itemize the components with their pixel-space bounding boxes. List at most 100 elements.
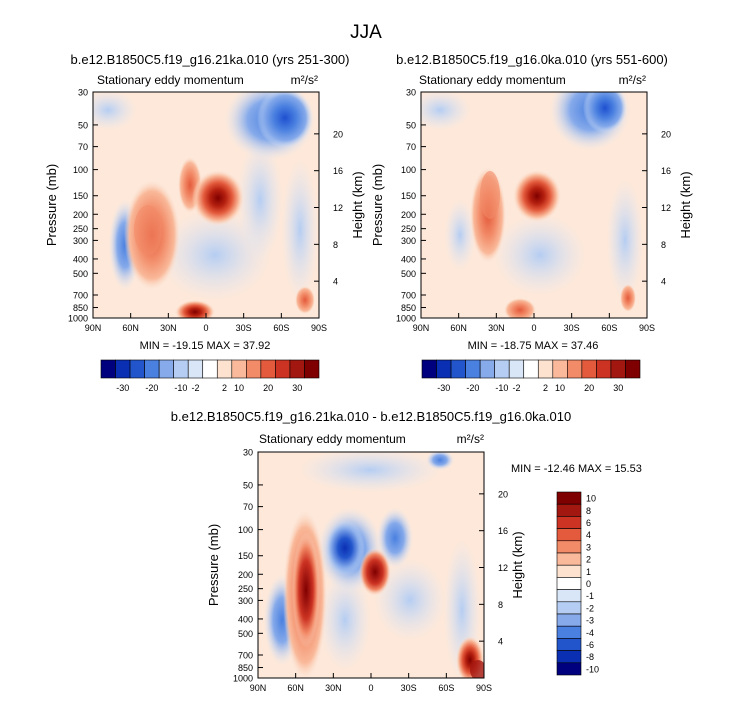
x-tick-label: 60S — [601, 323, 617, 333]
colorbar-swatch — [304, 359, 320, 379]
panel-3-field — [258, 452, 484, 678]
panel-1: b.e12.B1850C5.f19_g16.21ka.010 (yrs 251-… — [44, 52, 365, 352]
colorbar-swatch — [556, 625, 582, 639]
colorbar-swatch — [556, 650, 582, 664]
colorbar-swatch — [260, 359, 276, 379]
y-tick-label: 250 — [73, 224, 88, 234]
panel-2-ylabel: Pressure (mb) — [370, 164, 385, 246]
colorbar-label: -10 — [174, 383, 187, 393]
colorbar-swatch — [556, 540, 582, 554]
y-tick-label: 100 — [73, 165, 88, 175]
colorbar-swatch — [289, 359, 305, 379]
colorbar-swatch — [187, 359, 204, 379]
panel-3-units: m²/s² — [457, 432, 484, 446]
colorbar-swatch — [129, 359, 145, 379]
colorbar-swatch — [231, 359, 247, 379]
colorbar-panel-1: -30 -20 -10 -2 2 10 20 30 — [100, 359, 320, 393]
colorbar-label: 4 — [586, 530, 591, 540]
colorbar-swatch — [494, 359, 510, 379]
colorbar-swatch — [552, 359, 568, 379]
colorbar-swatch — [556, 491, 582, 505]
colorbar-label: -6 — [586, 640, 594, 650]
y-tick-label: 200 — [401, 210, 416, 220]
y-tick-label: 50 — [406, 120, 416, 130]
panel-1-stats: MIN = -19.15 MAX = 37.92 — [140, 340, 271, 352]
panel-3-stats: MIN = -12.46 MAX = 15.53 — [511, 463, 642, 475]
colorbar-swatch — [158, 359, 174, 379]
panel-3-ylabel: Pressure (mb) — [206, 524, 221, 606]
height-tick-label: 8 — [333, 240, 338, 250]
colorbar-swatch — [556, 516, 582, 529]
x-tick-label: 0 — [368, 683, 373, 693]
height-tick-label: 20 — [498, 489, 508, 499]
panel-2-field — [421, 92, 647, 318]
colorbar-label: -2 — [586, 603, 594, 613]
colorbar-swatch — [275, 359, 291, 379]
colorbar-label: -4 — [586, 628, 594, 638]
x-tick-label: 90N — [250, 683, 267, 693]
colorbar-swatch — [216, 359, 233, 379]
y-tick-label: 400 — [238, 614, 253, 624]
panel-3: b.e12.B1850C5.f19_g16.21ka.010 - b.e12.B… — [171, 409, 642, 693]
panel-2: b.e12.B1850C5.f19_g16.0ka.010 (yrs 551-6… — [370, 52, 693, 352]
panel-2-stats: MIN = -18.75 MAX = 37.46 — [468, 340, 599, 352]
x-tick-label: 60N — [287, 683, 304, 693]
y-tick-label: 500 — [401, 269, 416, 279]
colorbar-swatch — [100, 359, 116, 379]
x-tick-label: 60N — [450, 323, 467, 333]
y-tick-label: 50 — [78, 120, 88, 130]
colorbar-swatch — [537, 359, 554, 379]
y-tick-label: 700 — [73, 291, 88, 301]
y-tick-label: 400 — [73, 254, 88, 264]
panel-3-subtitle: Stationary eddy momentum — [259, 432, 406, 446]
colorbar-swatch — [202, 359, 218, 379]
x-tick-label: 60S — [438, 683, 454, 693]
colorbar-swatch — [556, 601, 582, 615]
colorbar-label: 10 — [586, 494, 596, 504]
colorbar-label: 2 — [586, 555, 591, 565]
y-tick-label: 500 — [73, 269, 88, 279]
colorbar-swatch — [246, 359, 262, 379]
colorbar-swatch — [523, 359, 539, 379]
y-tick-label: 250 — [401, 224, 416, 234]
panel-2-height-label: Height (km) — [678, 171, 693, 238]
x-tick-label: 0 — [531, 323, 536, 333]
x-tick-label: 60N — [122, 323, 139, 333]
height-tick-label: 4 — [498, 637, 503, 647]
y-tick-label: 400 — [401, 254, 416, 264]
y-tick-label: 70 — [243, 502, 253, 512]
y-tick-label: 700 — [401, 291, 416, 301]
x-tick-label: 60S — [273, 323, 289, 333]
colorbar-label: 30 — [292, 383, 302, 393]
colorbar-swatch — [556, 564, 582, 578]
y-tick-label: 850 — [73, 303, 88, 313]
y-tick-label: 150 — [401, 191, 416, 201]
y-tick-label: 300 — [401, 236, 416, 246]
panel-2-subtitle: Stationary eddy momentum — [419, 73, 566, 87]
y-tick-label: 700 — [238, 651, 253, 661]
x-tick-label: 90N — [85, 323, 102, 333]
colorbar-label: -1 — [586, 591, 594, 601]
colorbar-label: -30 — [437, 383, 450, 393]
colorbar-label: -2 — [191, 383, 199, 393]
colorbar-swatch — [556, 589, 582, 603]
y-tick-label: 300 — [238, 596, 253, 606]
height-tick-label: 12 — [661, 203, 671, 213]
colorbar-swatch — [436, 359, 452, 379]
colorbar-label: 0 — [586, 579, 591, 589]
panel-3-title: b.e12.B1850C5.f19_g16.21ka.010 - b.e12.B… — [171, 409, 571, 424]
colorbar-label: 3 — [586, 542, 591, 552]
height-tick-label: 12 — [498, 563, 508, 573]
colorbar-label: -10 — [586, 664, 599, 674]
x-tick-label: 90S — [476, 683, 492, 693]
height-tick-label: 20 — [661, 129, 671, 139]
y-tick-label: 300 — [73, 236, 88, 246]
colorbar-swatch — [556, 577, 582, 590]
x-tick-label: 30S — [401, 683, 417, 693]
panel-2-units: m²/s² — [619, 73, 646, 87]
colorbar-label: -30 — [116, 383, 129, 393]
colorbar-label: 10 — [234, 383, 244, 393]
y-tick-label: 200 — [73, 210, 88, 220]
y-tick-label: 850 — [401, 303, 416, 313]
